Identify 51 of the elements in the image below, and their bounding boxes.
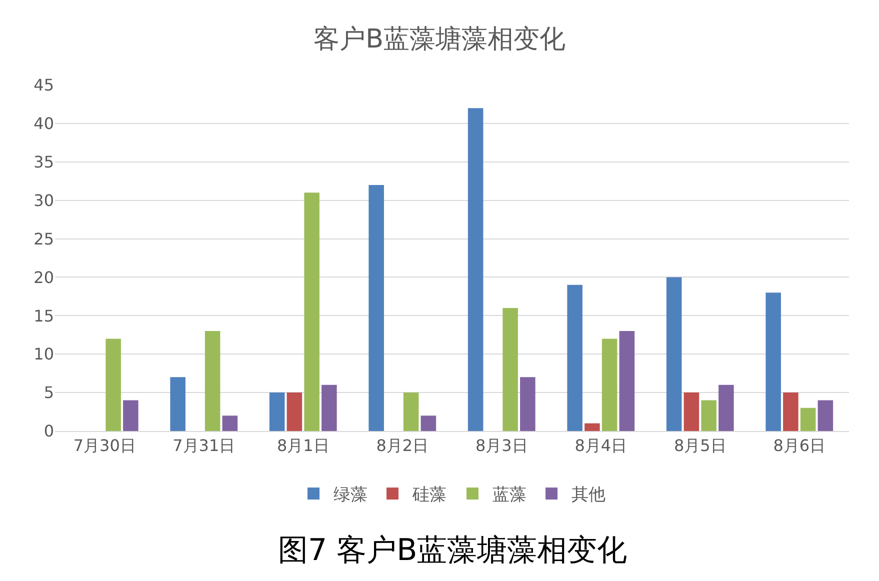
- legend-label: 绿藻: [334, 485, 368, 506]
- y-tick-label: 20: [34, 268, 54, 287]
- x-tick-label: 7月30日: [73, 436, 136, 456]
- y-tick-label: 0: [44, 422, 54, 441]
- bar: [800, 408, 816, 431]
- bar: [584, 423, 600, 431]
- y-tick-label: 30: [34, 190, 54, 210]
- bar: [701, 400, 716, 431]
- y-tick-label: 5: [44, 383, 54, 402]
- bar: [619, 331, 635, 431]
- bar: [368, 184, 384, 431]
- x-tick-label: 8月4日: [574, 436, 628, 456]
- bar: [123, 400, 138, 431]
- bar: [602, 338, 618, 431]
- y-tick-label: 10: [34, 344, 54, 364]
- bar: [106, 338, 121, 431]
- bar: [222, 416, 238, 431]
- bar: [666, 277, 682, 431]
- legend-label: 其他: [572, 485, 606, 506]
- bar: [286, 392, 302, 431]
- bar: [269, 392, 285, 431]
- chart-title: 客户B蓝藻塘藻相变化: [314, 24, 566, 54]
- legend-label: 蓝藻: [492, 485, 526, 506]
- bar: [502, 308, 518, 431]
- y-tick-label: 25: [34, 229, 54, 248]
- bar: [304, 192, 320, 431]
- bar: [783, 392, 798, 431]
- bar: [818, 400, 834, 431]
- bar: [567, 284, 582, 431]
- x-tick-label: 8月6日: [773, 436, 826, 456]
- x-tick-label: 7月31日: [172, 436, 236, 456]
- bar: [420, 416, 436, 431]
- y-tick-label: 40: [34, 114, 54, 134]
- bar: [468, 108, 484, 431]
- y-tick-label: 35: [34, 152, 54, 172]
- bar: [520, 377, 536, 431]
- bar: [684, 392, 700, 431]
- y-tick-label: 45: [34, 76, 54, 95]
- bar: [204, 331, 220, 431]
- x-tick-label: 8月2日: [376, 436, 429, 456]
- x-tick-label: 8月3日: [475, 436, 528, 456]
- bar: [170, 377, 186, 431]
- bar: [403, 392, 419, 431]
- caption: 图7 客户B蓝藻塘藻相变化: [278, 533, 628, 568]
- bar: [766, 292, 781, 431]
- x-tick-label: 8月1日: [276, 436, 330, 456]
- bar: [718, 384, 734, 431]
- legend-label: 硅藻: [412, 485, 446, 506]
- bar: [322, 384, 337, 431]
- x-tick-label: 8月5日: [674, 436, 726, 456]
- y-tick-label: 15: [34, 306, 54, 326]
